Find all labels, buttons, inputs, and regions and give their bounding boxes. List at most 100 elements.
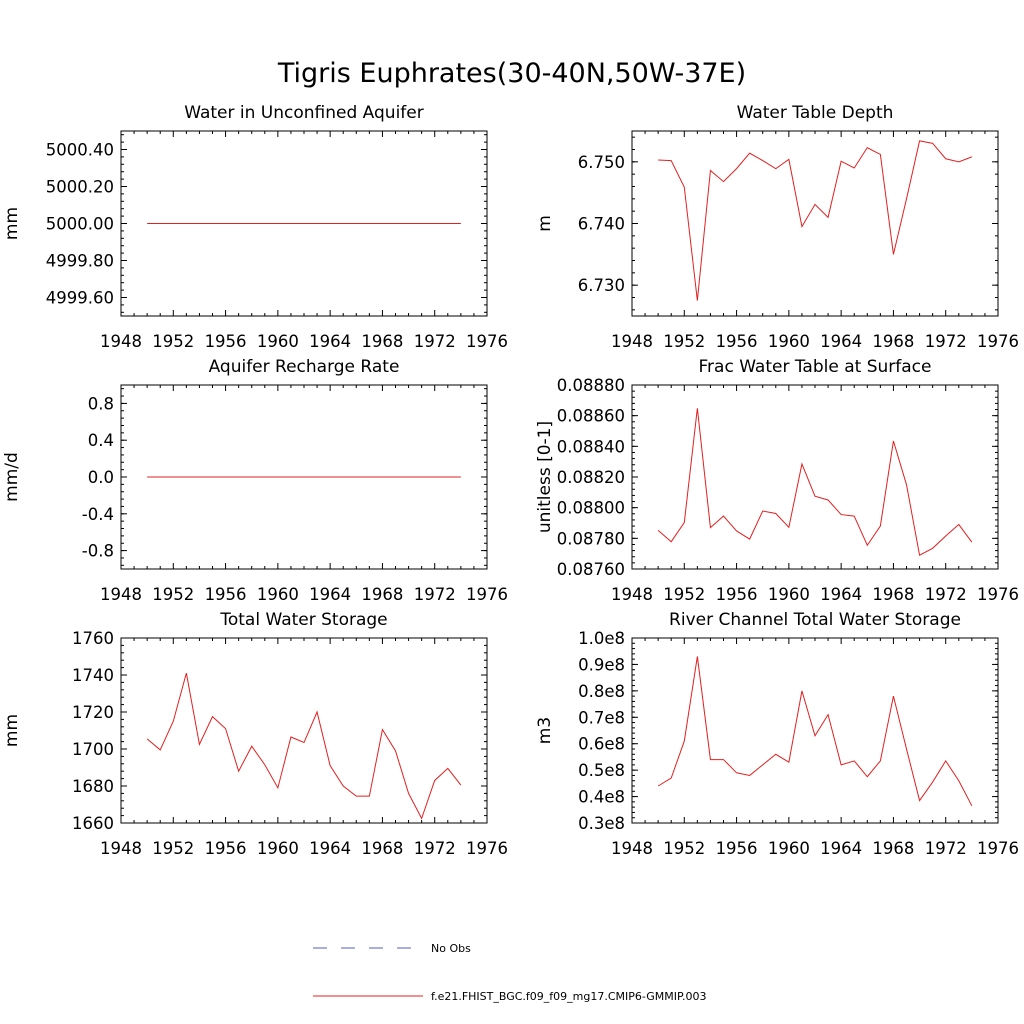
- plot-frame: [631, 637, 999, 824]
- y-axis-label: mm: [2, 714, 22, 747]
- y-axis-label: m3: [535, 717, 555, 744]
- chart-panel-6: 1948 1952 1956 1960 1964 1968 1972 1976 0.3e8 0.4…: [535, 610, 1019, 858]
- y-tick-label: 5000.40: [46, 141, 114, 160]
- y-tick-label: 0.6e8: [578, 735, 625, 754]
- y-tick-label: 5000.20: [46, 178, 114, 197]
- chart-panel-3: 1948 1952 1956 1960 1964 1968 1972 1976 -0.8 -0.4…: [2, 357, 508, 604]
- x-tick-label: 1948: [100, 585, 142, 604]
- x-tick-label: 1976: [977, 585, 1019, 604]
- y-tick-label: 0.08820: [557, 468, 625, 487]
- x-tick-label: 1956: [716, 332, 758, 351]
- x-tick-label: 1952: [152, 839, 194, 858]
- y-tick-label: 0.8: [88, 394, 114, 413]
- x-tick-label: 1968: [872, 839, 914, 858]
- x-tick-label: 1952: [663, 585, 705, 604]
- figure-title: Tigris Euphrates(30-40N,50W-37E): [277, 58, 746, 89]
- y-axis-label: unitless [0-1]: [535, 421, 555, 533]
- y-tick-label: 0.08840: [557, 437, 625, 456]
- x-tick-label: 1968: [361, 585, 403, 604]
- x-tick-label: 1972: [414, 585, 456, 604]
- chart-panel-1: 1948 1952 1956 1960 1964 1968 1972 1976 4999.60 4…: [2, 103, 508, 351]
- series-line-1: [146, 673, 462, 820]
- x-tick-label: 1976: [466, 839, 508, 858]
- y-tick-label: 0.8e8: [578, 682, 625, 701]
- x-tick-label: 1976: [977, 332, 1019, 351]
- plot-frame: [631, 130, 999, 317]
- x-tick-label: 1968: [361, 839, 403, 858]
- x-tick-label: 1956: [205, 585, 247, 604]
- x-tick-label: 1956: [716, 585, 758, 604]
- chart-panels: 1948 1952 1956 1960 1964 1968 1972 1976 4999.60 4…: [2, 103, 1019, 858]
- x-tick-label: 1972: [414, 839, 456, 858]
- x-tick-label: 1956: [205, 839, 247, 858]
- y-tick-label: -0.4: [82, 505, 114, 524]
- legend: No Obs f.e21.FHIST_BGC.f09_f09_mg17.CMIP…: [313, 942, 706, 1003]
- y-tick-label: 0.4e8: [578, 788, 625, 807]
- chart-panel-2: 1948 1952 1956 1960 1964 1968 1972 1976 6.730 6.7…: [535, 103, 1019, 351]
- x-tick-label: 1964: [309, 585, 351, 604]
- series-line-1: [658, 140, 973, 301]
- panel-title: Water Table Depth: [737, 103, 894, 123]
- x-tick-label: 1948: [100, 332, 142, 351]
- y-tick-label: 0.4: [88, 431, 114, 450]
- x-tick-label: 1968: [361, 332, 403, 351]
- x-tick-label: 1952: [152, 585, 194, 604]
- panel-title: River Channel Total Water Storage: [669, 610, 961, 630]
- x-tick-label: 1976: [977, 839, 1019, 858]
- y-axis-label: m: [535, 215, 555, 232]
- panel-title: Frac Water Table at Surface: [699, 357, 932, 377]
- chart-panel-4: 1948 1952 1956 1960 1964 1968 1972 1976 0.08760 0…: [535, 357, 1019, 604]
- y-tick-label: 6.750: [578, 153, 625, 172]
- y-tick-label: 6.730: [578, 276, 625, 295]
- x-tick-label: 1964: [820, 332, 862, 351]
- x-tick-label: 1968: [872, 332, 914, 351]
- y-tick-label: 0.08800: [557, 499, 625, 518]
- x-tick-label: 1956: [205, 332, 247, 351]
- y-tick-label: 0.5e8: [578, 761, 625, 780]
- y-tick-label: 1660: [72, 814, 114, 833]
- legend-label-model: f.e21.FHIST_BGC.f09_f09_mg17.CMIP6-GMMIP…: [431, 990, 706, 1003]
- x-tick-label: 1968: [872, 585, 914, 604]
- panel-title: Water in Unconfined Aquifer: [184, 103, 424, 123]
- legend-label-no-obs: No Obs: [431, 942, 471, 955]
- x-tick-label: 1972: [414, 332, 456, 351]
- plot-frame: [120, 637, 488, 824]
- y-tick-label: 0.0: [88, 468, 114, 487]
- y-tick-label: -0.8: [82, 542, 114, 561]
- series-line-1: [657, 656, 973, 807]
- y-tick-label: 0.9e8: [578, 655, 625, 674]
- chart-panel-5: 1948 1952 1956 1960 1964 1968 1972 1976 1660 1680…: [2, 610, 508, 858]
- y-tick-label: 0.08760: [557, 560, 625, 579]
- y-tick-label: 1760: [72, 629, 114, 648]
- plot-frame: [631, 384, 999, 570]
- x-tick-label: 1964: [820, 839, 862, 858]
- x-tick-label: 1964: [820, 585, 862, 604]
- y-tick-label: 1720: [72, 703, 114, 722]
- x-tick-label: 1948: [611, 839, 653, 858]
- y-tick-label: 4999.80: [46, 252, 114, 271]
- y-tick-label: 0.08860: [557, 407, 625, 426]
- x-tick-label: 1948: [611, 332, 653, 351]
- y-tick-label: 1680: [72, 777, 114, 796]
- x-tick-label: 1960: [768, 332, 810, 351]
- y-tick-label: 1740: [72, 666, 114, 685]
- x-tick-label: 1972: [925, 332, 967, 351]
- y-tick-label: 0.7e8: [578, 708, 625, 727]
- x-tick-label: 1952: [663, 332, 705, 351]
- x-tick-label: 1972: [925, 585, 967, 604]
- x-tick-label: 1964: [309, 332, 351, 351]
- series-line-1: [657, 408, 973, 556]
- y-tick-label: 0.08880: [557, 376, 625, 395]
- x-tick-label: 1960: [257, 332, 299, 351]
- x-tick-label: 1952: [663, 839, 705, 858]
- y-axis-label: mm/d: [2, 452, 22, 502]
- y-tick-label: 6.740: [578, 215, 625, 234]
- y-tick-label: 5000.00: [46, 215, 114, 234]
- y-tick-label: 0.08780: [557, 529, 625, 548]
- x-tick-label: 1948: [611, 585, 653, 604]
- x-tick-label: 1976: [466, 585, 508, 604]
- x-tick-label: 1948: [100, 839, 142, 858]
- y-tick-label: 0.3e8: [578, 814, 625, 833]
- x-tick-label: 1956: [716, 839, 758, 858]
